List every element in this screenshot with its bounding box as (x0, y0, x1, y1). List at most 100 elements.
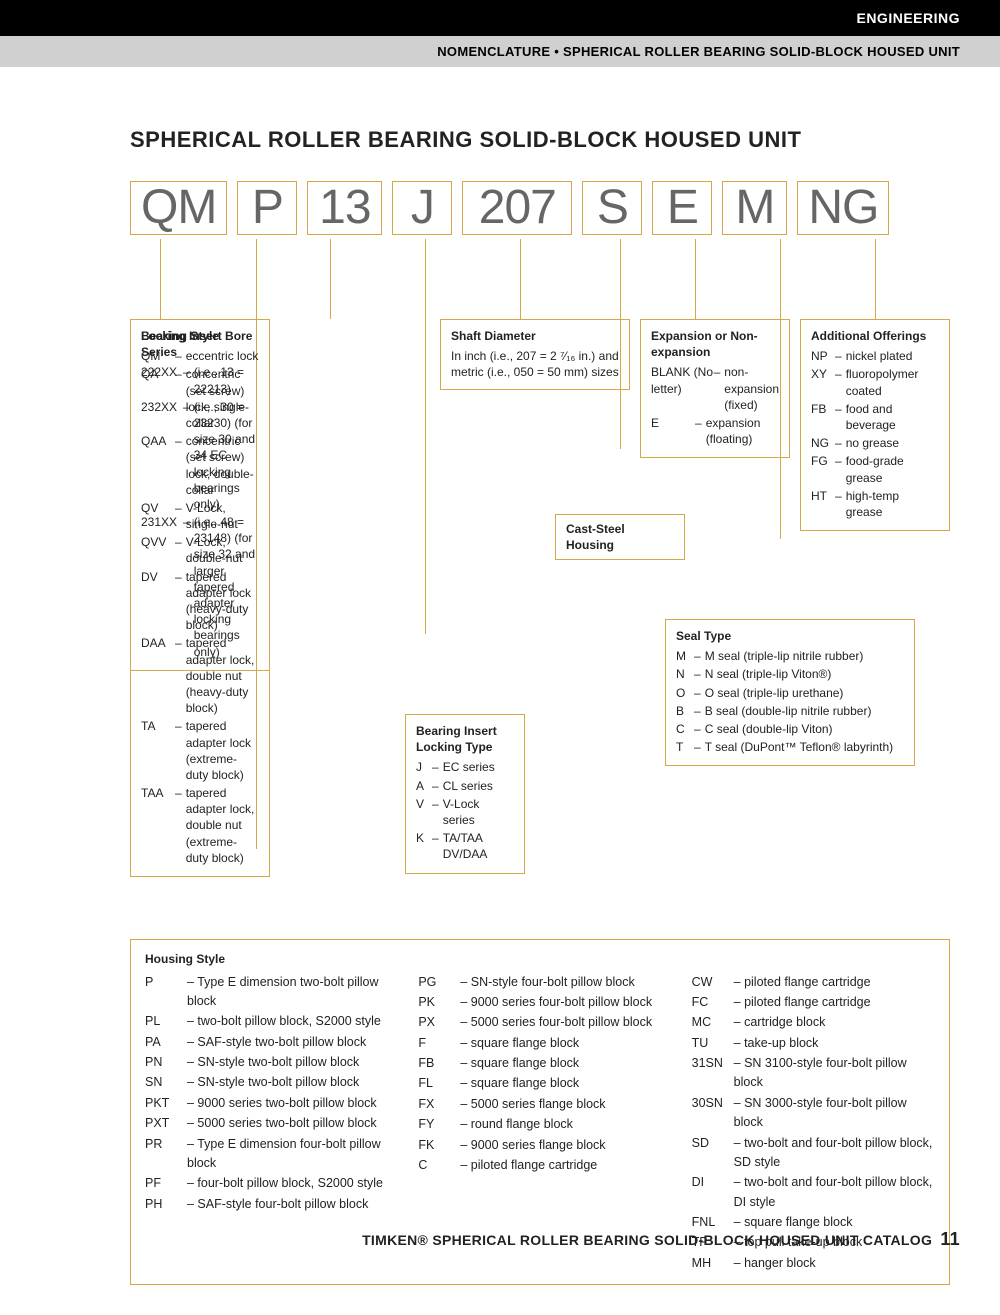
housing-code: FL (418, 1074, 460, 1093)
separator: – (432, 778, 443, 794)
housing-code: PL (145, 1012, 187, 1031)
code-row: 232XX–(i.e., 30 = 23230) (for size 30 an… (141, 399, 259, 512)
separator: – (432, 759, 443, 775)
code-row: T–T seal (DuPont™ Teflon® labyrinth) (676, 739, 904, 755)
code-description: tapered adapter lock (extreme-duty block… (186, 718, 259, 783)
separator: – (835, 488, 846, 520)
code-row: NG–no grease (811, 435, 939, 451)
header-black-bar: ENGINEERING (0, 0, 1000, 36)
code-value: K (416, 830, 432, 862)
separator: – (694, 703, 705, 719)
code-description: food and beverage (846, 401, 939, 433)
seal-type-title: Seal Type (676, 628, 904, 644)
housing-code: MH (692, 1254, 734, 1273)
housing-row: C– piloted flange cartridge (418, 1156, 661, 1175)
separator: – (835, 348, 846, 364)
housing-row: PXT– 5000 series two-bolt pillow block (145, 1114, 388, 1133)
housing-description: – 9000 series two-bolt pillow block (187, 1094, 377, 1113)
code-row: J–EC series (416, 759, 514, 775)
code-value: E (651, 415, 695, 447)
nomenclature-code-row: QM P 13 J 207 S E M NG (130, 181, 950, 235)
housing-description: – 5000 series flange block (460, 1095, 605, 1114)
housing-code: PKT (145, 1094, 187, 1113)
housing-row: FC– piloted flange cartridge (692, 993, 935, 1012)
page-footer: TIMKEN® SPHERICAL ROLLER BEARING SOLID-B… (362, 1229, 960, 1250)
housing-description: – 9000 series four-bolt pillow block (460, 993, 652, 1012)
code-description: EC series (443, 759, 514, 775)
housing-description: – two-bolt and four-bolt pillow block, S… (734, 1134, 935, 1173)
housing-row: PX– 5000 series four-bolt pillow block (418, 1013, 661, 1032)
code-description: (i.e., 13 = 22213) (194, 364, 259, 396)
code-value: TAA (141, 785, 175, 866)
shaft-diameter-title: Shaft Diameter (451, 328, 619, 344)
housing-row: P– Type E dimension two-bolt pillow bloc… (145, 973, 388, 1012)
housing-row: TU– take-up block (692, 1034, 935, 1053)
separator: – (175, 785, 186, 866)
housing-code: DI (692, 1173, 734, 1212)
locking-type-title: Bearing Insert Locking Type (416, 723, 514, 755)
code-value: XY (811, 366, 835, 398)
code-value: A (416, 778, 432, 794)
separator: – (714, 364, 725, 413)
housing-description: – SN-style two-bolt pillow block (187, 1053, 359, 1072)
housing-description: – hanger block (734, 1254, 816, 1273)
code-value: NP (811, 348, 835, 364)
housing-code: PK (418, 993, 460, 1012)
code-row: V–V-Lock series (416, 796, 514, 828)
code-row: TAA–tapered adapter lock, double nut (ex… (141, 785, 259, 866)
housing-code: 31SN (692, 1054, 734, 1093)
separator: – (835, 435, 846, 451)
page-number: 11 (940, 1229, 960, 1249)
code-description: nickel plated (846, 348, 939, 364)
separator: – (835, 366, 846, 398)
housing-description: – two-bolt and four-bolt pillow block, D… (734, 1173, 935, 1212)
code-value: BLANK (No letter) (651, 364, 714, 413)
cast-steel-title: Cast-Steel Housing (566, 521, 674, 553)
code-expansion: E (652, 181, 712, 235)
housing-description: – cartridge block (734, 1013, 826, 1032)
housing-row: SD– two-bolt and four-bolt pillow block,… (692, 1134, 935, 1173)
code-row: FB–food and beverage (811, 401, 939, 433)
housing-row: PA– SAF-style two-bolt pillow block (145, 1033, 388, 1052)
code-row: BLANK (No letter)–non-expansion (fixed) (651, 364, 779, 413)
locking-type-box: Bearing Insert Locking Type J–EC series A… (405, 714, 525, 874)
housing-style-title: Housing Style (145, 950, 935, 969)
code-description: C seal (double-lip Viton) (705, 721, 904, 737)
code-row: FG–food-grade grease (811, 453, 939, 485)
page-content: SPHERICAL ROLLER BEARING SOLID-BLOCK HOU… (0, 67, 1000, 1315)
shaft-diameter-text: In inch (i.e., 207 = 2 ⁷⁄₁₆ in.) and met… (451, 348, 619, 380)
housing-row: PL– two-bolt pillow block, S2000 style (145, 1012, 388, 1031)
code-description: B seal (double-lip nitrile rubber) (705, 703, 904, 719)
housing-code: PR (145, 1135, 187, 1174)
separator: – (432, 830, 443, 862)
separator: – (694, 685, 705, 701)
shaft-diameter-box: Shaft Diameter In inch (i.e., 207 = 2 ⁷⁄… (440, 319, 630, 390)
housing-code: C (418, 1156, 460, 1175)
housing-code: TU (692, 1034, 734, 1053)
code-value: 231XX (141, 514, 183, 660)
code-value: M (676, 648, 694, 664)
housing-description: – piloted flange cartridge (460, 1156, 597, 1175)
header-gray-bar: NOMENCLATURE • SPHERICAL ROLLER BEARING … (0, 36, 1000, 67)
housing-code: FX (418, 1095, 460, 1114)
code-locking-style: QM (130, 181, 227, 235)
housing-row: PF– four-bolt pillow block, S2000 style (145, 1174, 388, 1193)
housing-description: – 5000 series two-bolt pillow block (187, 1114, 377, 1133)
code-description: no grease (846, 435, 939, 451)
housing-row: MH– hanger block (692, 1254, 935, 1273)
code-locking-type: J (392, 181, 452, 235)
code-row: NP–nickel plated (811, 348, 939, 364)
code-value: C (676, 721, 694, 737)
page-title: SPHERICAL ROLLER BEARING SOLID-BLOCK HOU… (130, 127, 950, 153)
separator: – (183, 514, 194, 660)
code-description: high-temp grease (846, 488, 939, 520)
housing-description: – Type E dimension two-bolt pillow block (187, 973, 388, 1012)
code-value: O (676, 685, 694, 701)
housing-description: – square flange block (460, 1074, 579, 1093)
housing-description: – SN-style two-bolt pillow block (187, 1073, 359, 1092)
code-value: TA (141, 718, 175, 783)
housing-code: PX (418, 1013, 460, 1032)
code-row: M–M seal (triple-lip nitrile rubber) (676, 648, 904, 664)
housing-row: 30SN– SN 3000-style four-bolt pillow blo… (692, 1094, 935, 1133)
housing-row: FB– square flange block (418, 1054, 661, 1073)
